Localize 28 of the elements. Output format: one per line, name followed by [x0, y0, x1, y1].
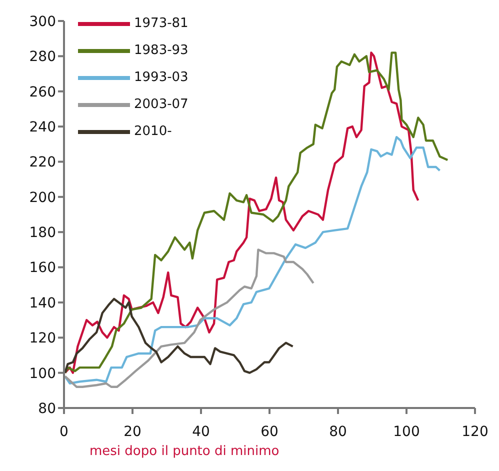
- y-tick-label: 260: [29, 84, 56, 100]
- x-tick-label: 60: [260, 424, 278, 440]
- legend-label: 2003-07: [134, 97, 188, 112]
- x-tick-label: 40: [192, 424, 210, 440]
- y-tick-label: 220: [29, 154, 56, 171]
- x-tick-label: 0: [60, 424, 68, 440]
- line-series: [64, 136, 441, 384]
- y-tick-label: 120: [29, 330, 56, 347]
- y-tick-label: 200: [29, 190, 56, 206]
- line-series: [64, 298, 294, 374]
- y-tick-label: 80: [38, 400, 56, 417]
- x-tick-label: 100: [393, 424, 420, 440]
- y-tick-label: 280: [29, 49, 56, 66]
- legend-label: 1993-03: [134, 70, 188, 85]
- x-tick-label: 20: [124, 424, 142, 440]
- y-tick-label: 140: [29, 295, 56, 312]
- x-tick-label: 80: [329, 424, 347, 440]
- y-tick-label: 160: [29, 260, 56, 276]
- x-tick-label: 120: [462, 424, 488, 440]
- x-axis-title: mesi dopo il punto di minimo: [90, 444, 280, 459]
- legend-label: 1973-81: [134, 16, 188, 31]
- y-tick-label: 240: [29, 120, 56, 136]
- legend-label: 2010-: [134, 124, 172, 139]
- line-series: [64, 248, 314, 388]
- y-tick-label: 180: [29, 225, 56, 242]
- y-tick-label: 300: [29, 14, 56, 30]
- y-tick-label: 100: [29, 366, 56, 382]
- legend-label: 1983-93: [134, 43, 188, 58]
